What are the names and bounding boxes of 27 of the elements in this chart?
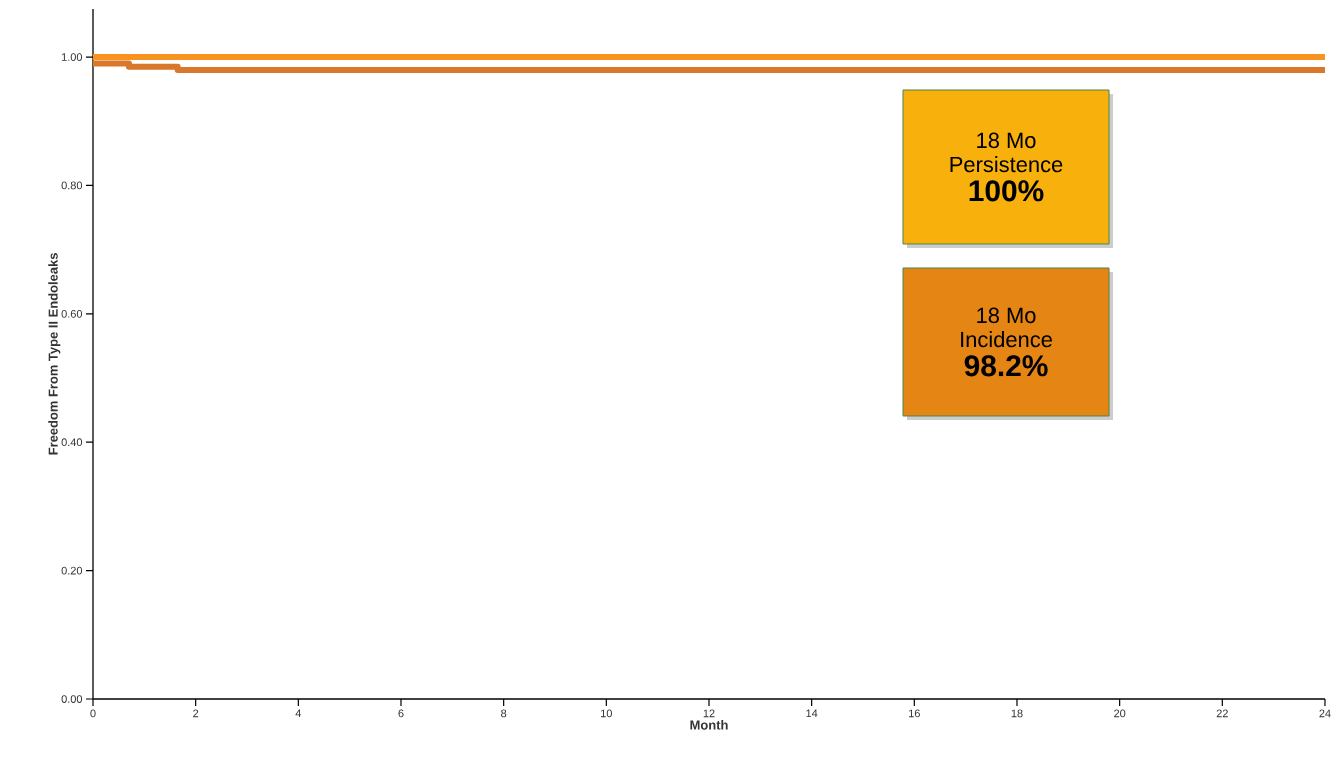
- x-tick-label: 16: [909, 709, 920, 718]
- annotation: Incidence: [961, 331, 1052, 348]
- annotation: 100%: [969, 180, 1044, 202]
- x-tick-label: 22: [1216, 709, 1228, 718]
- x-tick-label: 8: [501, 709, 507, 718]
- annotation: Persistence: [950, 156, 1063, 173]
- annotation: 18 Mo: [977, 307, 1036, 324]
- x-tick-label: 0: [90, 709, 96, 718]
- y-tick-label: 0.40: [61, 438, 83, 447]
- x-tick-label: 4: [295, 709, 302, 718]
- x-tick-label: 14: [806, 709, 818, 718]
- x-tick-label: 10: [601, 709, 612, 718]
- y-tick-label: 0.00: [61, 695, 83, 703]
- x-tick-label: 6: [398, 709, 404, 718]
- x-tick-label: 24: [1319, 709, 1331, 718]
- y-tick-label: 1.00: [61, 53, 83, 61]
- x-tick-label: 18: [1011, 709, 1023, 718]
- x-tick-label: 20: [1114, 709, 1126, 718]
- x-tick-label: 2: [193, 709, 199, 718]
- y-axis-title: Freedom From Type II Endoleaks: [48, 253, 61, 455]
- y-tick-label: 0.80: [61, 181, 83, 190]
- x-axis-title: Month: [690, 720, 728, 730]
- annotation: 18 Mo: [977, 132, 1036, 149]
- y-tick-label: 0.20: [61, 566, 83, 575]
- annotation: 98.2%: [964, 355, 1048, 377]
- y-tick-label: 0.60: [61, 309, 83, 318]
- x-tick-label: 12: [703, 709, 715, 718]
